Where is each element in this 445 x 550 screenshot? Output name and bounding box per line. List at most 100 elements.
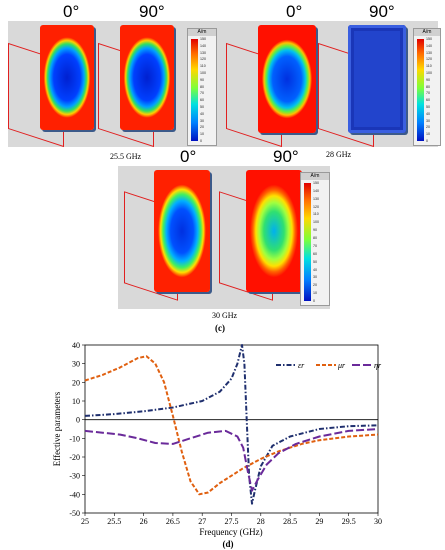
surface-current-plate	[40, 25, 94, 130]
x-tick-label: 30	[374, 517, 382, 526]
surface-current-plate	[246, 170, 302, 292]
legend-label: εr	[298, 361, 305, 370]
colorbar-tick-label: 30	[426, 118, 430, 123]
y-axis-label: Effective parameters	[52, 391, 62, 466]
colorbar-tick-label: 70	[426, 91, 430, 96]
colorbar-tick-label: 80	[200, 84, 204, 89]
surface-current-plate	[154, 170, 210, 292]
colorbar-tick-label: 100	[313, 220, 319, 225]
plot-area	[84, 344, 379, 514]
colorbar-tick-label: 0	[200, 139, 202, 143]
series-line-dash	[84, 355, 379, 496]
colorbar-tick-label: 130	[426, 50, 432, 55]
y-tick-label: -50	[69, 509, 80, 518]
colorbar-tick-label: 140	[200, 43, 206, 48]
colorbar-tick-label: 80	[426, 84, 430, 89]
colorbar-unit: A/m	[301, 173, 329, 180]
x-tick-label: 25	[81, 517, 89, 526]
colorbar-tick-label: 10	[426, 132, 430, 137]
colorbar-tick-label: 30	[200, 118, 204, 123]
colorbar-tick-label: 20	[200, 125, 204, 130]
y-tick-label: 10	[72, 397, 80, 406]
colorbar-tick-label: 60	[200, 98, 204, 103]
colorbar-tick-label: 60	[426, 98, 430, 103]
frequency-label: 25.5 GHz	[110, 152, 142, 161]
colorbar-tick-label: 120	[200, 57, 206, 62]
colorbar-tick-label: 0	[426, 139, 428, 143]
y-tick-label: -30	[69, 472, 80, 481]
angle-label: 90°	[273, 147, 299, 166]
colorbar-tick-label: 50	[426, 105, 430, 109]
y-tick-label: -20	[69, 453, 80, 462]
colorbar-tick-label: 70	[200, 91, 204, 96]
colorbar-tick-label: 100	[426, 71, 432, 75]
x-tick-label: 29.5	[342, 517, 356, 526]
y-tick-label: 0	[76, 416, 80, 425]
colorbar-tick-label: 50	[313, 259, 317, 264]
colorbar-tick-label: 110	[313, 212, 319, 217]
angle-label: 0°	[180, 147, 197, 166]
x-tick-label: 26.5	[166, 517, 180, 526]
x-tick-label: 28	[257, 517, 265, 526]
angle-label: 90°	[139, 2, 165, 21]
y-tick-label: 30	[72, 360, 80, 369]
y-tick-label: -10	[69, 434, 80, 443]
colorbar-gradient	[191, 39, 198, 141]
series-line-longdash	[84, 428, 379, 492]
colorbar-tick-label: 50	[200, 105, 204, 109]
legend-label: μr	[337, 361, 346, 370]
colorbar-tick-label: 10	[313, 291, 317, 296]
colorbar-tick-label: 150	[426, 37, 432, 41]
colorbar-tick-label: 70	[313, 243, 317, 248]
angle-label: 0°	[286, 2, 303, 21]
colorbar-tick-label: 0	[313, 299, 315, 303]
colorbar-tick-label: 150	[200, 37, 206, 41]
colorbar-tick-label: 120	[313, 204, 319, 209]
colorbar-tick-label: 120	[426, 57, 432, 62]
colorbar-tick-label: 60	[313, 251, 317, 256]
colorbar-tick-label: 90	[200, 77, 204, 82]
colorbar-tick-label: 90	[313, 228, 317, 233]
x-axis-label: Frequency (GHz)	[199, 527, 262, 537]
y-tick-label: 40	[72, 341, 80, 350]
colorbar-tick-label: 110	[200, 64, 206, 69]
x-tick-label: 27	[198, 517, 206, 526]
colorbar-unit: A/m	[188, 29, 216, 36]
colorbar-gradient	[417, 39, 424, 141]
colorbar-tick-label: 40	[426, 111, 430, 116]
surface-current-plate	[348, 25, 406, 133]
legend-label: ηr	[374, 361, 382, 370]
x-tick-label: 28.5	[283, 517, 297, 526]
colorbar-tick-label: 80	[313, 236, 317, 241]
colorbar-tick-label: 20	[426, 125, 430, 130]
colorbar: A/m 150 140 130 120 110 100 90 80 70 60 50 40 30 20 10…	[413, 28, 441, 146]
effective-parameters-chart: 40 30 20 10 0 -10 -20 -30 -40 -50 25 25.5 26 26.5 27 2…	[52, 341, 382, 549]
colorbar-gradient	[304, 183, 311, 301]
colorbar: A/m 150 140 130 120 110 100 90 80 70 60 50 40 30 20 10…	[300, 172, 330, 306]
x-tick-label: 26	[140, 517, 148, 526]
figure-label-d: (d)	[223, 539, 234, 549]
x-tick-label: 27.5	[225, 517, 239, 526]
colorbar-tick-label: 40	[313, 267, 317, 272]
colorbar-tick-label: 40	[200, 111, 204, 116]
colorbar-tick-label: 130	[313, 196, 319, 201]
colorbar-tick-label: 90	[426, 77, 430, 82]
surface-current-plate	[120, 25, 174, 130]
colorbar-tick-label: 140	[426, 43, 432, 48]
colorbar-tick-label: 130	[200, 50, 206, 55]
colorbar-unit: A/m	[414, 29, 440, 36]
colorbar-tick-label: 30	[313, 275, 317, 280]
frequency-label: 30 GHz	[212, 311, 238, 320]
surface-current-plate	[258, 25, 316, 133]
x-tick-label: 25.5	[107, 517, 121, 526]
series-line-dashdot	[84, 344, 379, 505]
y-tick-label: -40	[69, 490, 80, 499]
colorbar: A/m 150 140 130 120 110 100 90 80 70 60 50 40 30 20 10…	[187, 28, 217, 146]
colorbar-tick-label: 150	[313, 181, 319, 185]
colorbar-tick-label: 110	[426, 64, 432, 69]
figure-label-c: (c)	[215, 323, 225, 333]
colorbar-tick-label: 20	[313, 283, 317, 288]
y-tick-label: 20	[72, 378, 80, 387]
colorbar-tick-label: 140	[313, 188, 319, 193]
angle-label: 0°	[63, 2, 80, 21]
